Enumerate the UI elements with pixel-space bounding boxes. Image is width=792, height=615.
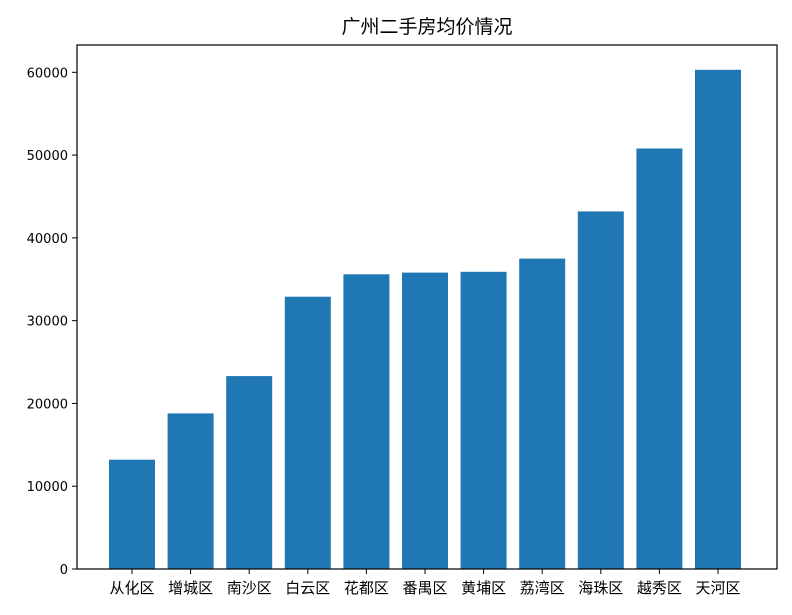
x-tick-label-2: 南沙区 [227, 579, 272, 597]
bar-7 [519, 258, 566, 569]
y-tick-label-0: 0 [60, 563, 68, 578]
x-tick-label-8: 海珠区 [578, 579, 623, 597]
x-tick-label-6: 黄埔区 [461, 579, 506, 597]
x-tick-label-4: 花都区 [344, 579, 389, 597]
y-tick-label-2: 20000 [27, 397, 68, 412]
bar-1 [167, 413, 214, 569]
x-tick-label-3: 白云区 [285, 579, 330, 597]
chart-title: 广州二手房均价情况 [341, 16, 512, 38]
y-tick-label-3: 30000 [27, 315, 68, 330]
bar-10 [695, 69, 741, 570]
bar-5 [402, 272, 448, 569]
plot-frame [76, 44, 778, 570]
x-tick-label-1: 增城区 [168, 579, 213, 597]
bar-9 [636, 148, 683, 569]
bar-8 [577, 211, 624, 569]
x-tick-label-5: 番禺区 [402, 579, 447, 597]
x-tick-label-10: 天河区 [695, 579, 740, 597]
y-tick-label-6: 60000 [27, 66, 68, 81]
x-tick-label-9: 越秀区 [637, 579, 682, 597]
bar-0 [109, 459, 155, 569]
bar-3 [284, 296, 331, 569]
y-tick-label-4: 40000 [27, 232, 68, 247]
y-tick-label-1: 10000 [27, 480, 68, 495]
x-tick-label-7: 荔湾区 [520, 579, 565, 597]
bar-2 [226, 376, 273, 569]
bar-6 [460, 271, 507, 569]
y-tick-label-5: 50000 [27, 149, 68, 164]
bar-4 [343, 274, 390, 569]
x-tick-label-0: 从化区 [109, 579, 154, 597]
